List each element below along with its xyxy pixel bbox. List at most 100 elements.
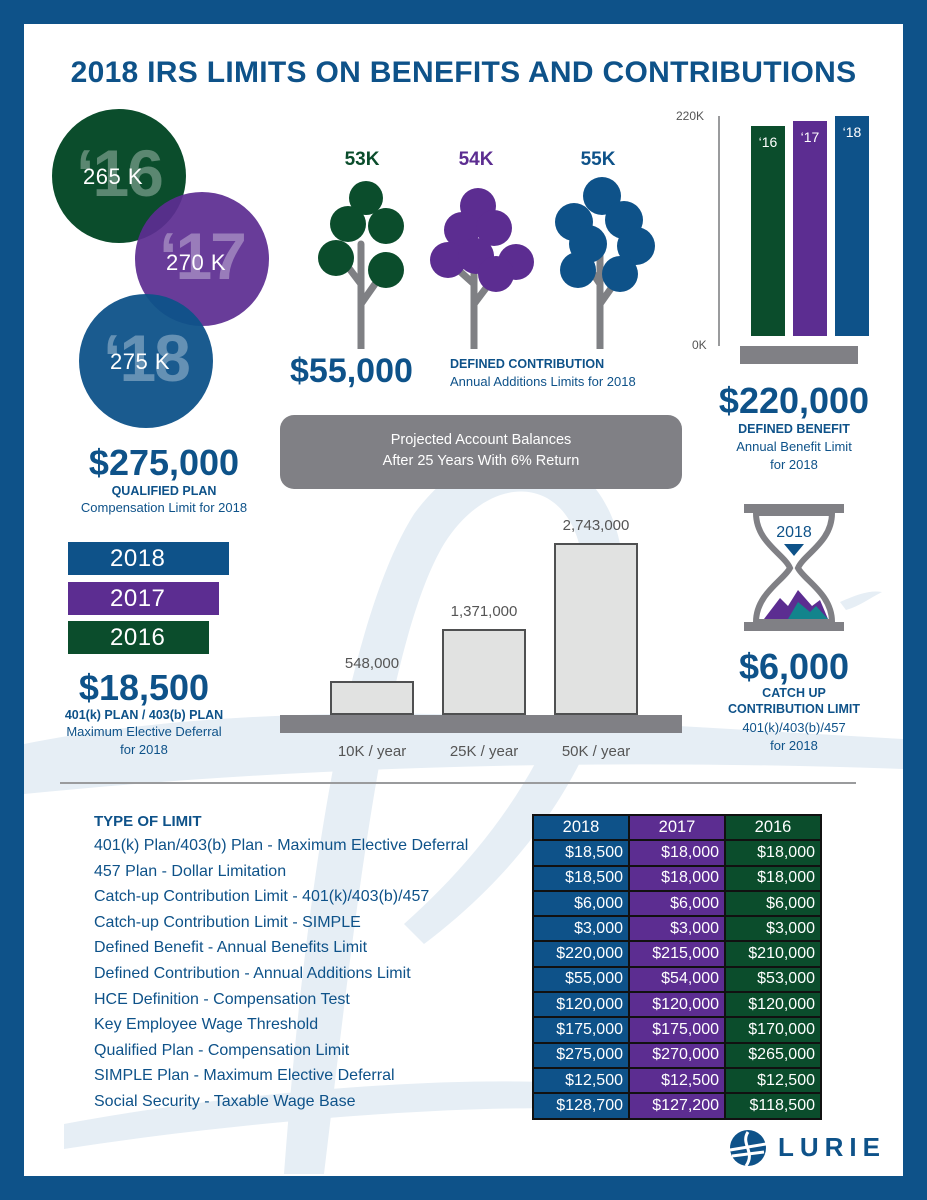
circle-year: ‘16 (76, 136, 164, 210)
table-cell-2018: $175,000 (532, 1016, 630, 1044)
hourglass-icon (744, 504, 882, 631)
deferral-sublabel-1: Maximum Elective Deferral (66, 724, 222, 739)
table-cell-2018: $18,500 (532, 839, 630, 867)
table-row: $128,700 $127,200 $118,500 (532, 1092, 822, 1120)
page-title: 2018 IRS LIMITS ON BENEFITS AND CONTRIBU… (70, 56, 857, 89)
table-row: $275,000 $270,000 $265,000 (532, 1041, 822, 1069)
projected-plot-area: 548,000 10K / year 1,371,000 25K / year 2,74… (324, 517, 654, 760)
table-cell-2016: $170,000 (724, 1016, 822, 1044)
table-cell-2017: $12,500 (628, 1066, 726, 1095)
table-cell-2018: $18,500 (532, 864, 630, 892)
table-cell-2016: $3,000 (724, 915, 822, 943)
table-row: $12,500 $12,500 $12,500 (532, 1066, 822, 1095)
db-ytick-bottom: 0K (692, 338, 707, 352)
projected-bar-0 (330, 680, 414, 715)
tree-label-2017: 54K (458, 149, 494, 170)
table-cell-2017: $3,000 (628, 915, 726, 943)
table-cell-2017: $18,000 (628, 864, 726, 892)
hourglass-year: 2018 (776, 524, 812, 541)
tree-2017-icon (430, 188, 534, 349)
table-cell-2017: $18,000 (628, 839, 726, 867)
table-cell-2016: $18,000 (724, 864, 822, 892)
db-bar-label: ‘16 (758, 134, 778, 150)
projected-value-label: 2,743,000 (562, 517, 630, 534)
db-bar-label: ‘18 (842, 124, 862, 140)
projected-x-label: 25K / year (449, 743, 519, 760)
deferral-bar-2016: 2016 (68, 621, 209, 654)
logo-text: LURIE (778, 1132, 886, 1162)
defined-benefit-sublabel-2: for 2018 (770, 457, 818, 472)
projected-bar-1 (442, 629, 526, 715)
limits-heading: TYPE OF LIMIT (94, 813, 202, 830)
limit-type-label: Defined Contribution - Annual Additions … (94, 965, 411, 982)
table-cell-2018: $55,000 (532, 965, 630, 994)
table-cell-2017: $127,200 (628, 1092, 726, 1120)
deferral-label: 401(k) PLAN / 403(b) PLAN (64, 708, 224, 722)
db-bar-2: ‘18 (835, 116, 869, 336)
limit-type-label: Catch-up Contribution Limit - SIMPLE (94, 913, 361, 931)
lurie-logo-icon (729, 1130, 767, 1167)
projected-chart-base (280, 715, 682, 733)
catch-up-sublabel-1: 401(k)/403(b)/457 (742, 720, 846, 735)
projected-title-2: After 25 Years With 6% Return (382, 453, 580, 469)
table-cell-2017: $6,000 (628, 889, 726, 918)
limit-type-label: Social Security - Taxable Wage Base (94, 1093, 356, 1110)
table-cell-2016: $120,000 (724, 991, 822, 1019)
table-row: $55,000 $54,000 $53,000 (532, 965, 822, 994)
db-chart-base (740, 346, 858, 364)
limit-type-label: Qualified Plan - Compensation Limit (94, 1041, 350, 1059)
section-divider (60, 782, 856, 784)
limit-type-label: Catch-up Contribution Limit - 401(k)/403… (94, 888, 430, 906)
table-cell-2016: $265,000 (724, 1041, 822, 1069)
table-row: $220,000 $215,000 $210,000 (532, 940, 822, 968)
circle-2018: ‘18 275 K (79, 294, 213, 428)
defined-benefit-sublabel-1: Annual Benefit Limit (736, 439, 852, 454)
db-bar-label: ‘17 (800, 129, 820, 145)
tree-label-2018: 55K (580, 149, 616, 170)
defined-benefit-amount: $220,000 (718, 380, 870, 421)
circle-amount: 275 K (110, 349, 170, 374)
db-y-axis (718, 116, 720, 346)
tree-label-2016: 53K (344, 149, 380, 170)
qualified-plan-label: QUALIFIED PLAN (111, 484, 217, 498)
circle-amount: 265 K (83, 164, 143, 189)
table-row: $3,000 $3,000 $3,000 (532, 915, 822, 943)
watermark-swoosh (24, 450, 903, 1174)
table-cell-2017: $54,000 (628, 965, 726, 994)
circle-amount: 270 K (166, 250, 226, 275)
catch-up-label-1: CATCH UP (762, 686, 826, 700)
table-cell-2017: $120,000 (628, 991, 726, 1019)
limits-table-header: 2018 2017 2016 (532, 813, 822, 842)
db-plot-area: ‘16 ‘17 ‘18 (737, 116, 869, 336)
column-header-2017: 2017 (628, 813, 726, 842)
deferral-amount: $18,500 (78, 667, 210, 708)
tree-2018-icon (555, 177, 655, 349)
table-row: $6,000 $6,000 $6,000 (532, 889, 822, 918)
qualified-plan-sublabel: Compensation Limit for 2018 (80, 500, 248, 515)
table-row: $18,500 $18,000 $18,000 (532, 839, 822, 867)
table-row: $18,500 $18,000 $18,000 (532, 864, 822, 892)
catch-up-amount: $6,000 (738, 646, 850, 687)
table-cell-2017: $215,000 (628, 940, 726, 968)
defined-contribution-sublabel: Annual Additions Limits for 2018 (450, 374, 636, 389)
limit-type-label: Defined Benefit - Annual Benefits Limit (94, 939, 368, 957)
projected-title-pill: Projected Account Balances After 25 Year… (280, 415, 682, 489)
column-header-2018: 2018 (532, 813, 630, 842)
projected-x-label: 50K / year (561, 743, 631, 760)
table-cell-2018: $6,000 (532, 889, 630, 918)
table-cell-2018: $128,700 (532, 1092, 630, 1120)
limit-type-label: Key Employee Wage Threshold (94, 1016, 319, 1034)
table-cell-2016: $210,000 (724, 940, 822, 968)
qualified-plan-amount: $275,000 (88, 442, 240, 483)
limit-type-label: SIMPLE Plan - Maximum Elective Deferral (94, 1067, 395, 1085)
deferral-bar-2018: 2018 (68, 542, 229, 575)
db-bar-0: ‘16 (751, 126, 785, 336)
table-cell-2016: $53,000 (724, 965, 822, 994)
deferral-bar-2017: 2017 (68, 582, 219, 615)
tree-2016-icon (318, 181, 404, 349)
table-cell-2017: $270,000 (628, 1041, 726, 1069)
projected-value-label: 1,371,000 (450, 603, 518, 621)
limit-type-label: HCE Definition - Compensation Test (94, 990, 350, 1008)
defined-contribution-label: DEFINED CONTRIBUTION (450, 357, 605, 371)
table-cell-2016: $6,000 (724, 889, 822, 918)
